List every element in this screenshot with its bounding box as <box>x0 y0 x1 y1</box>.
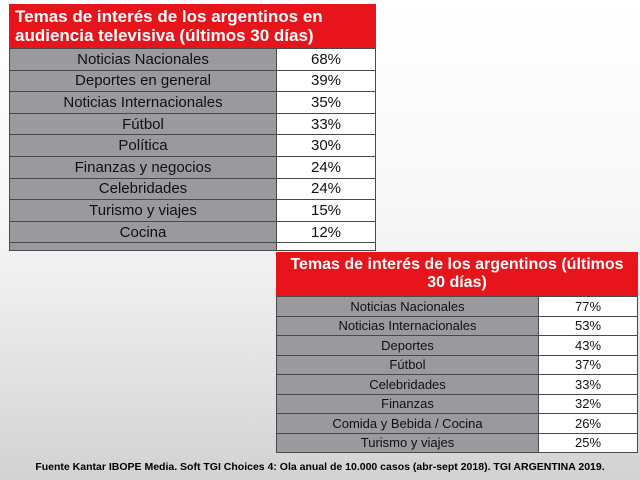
row-label: Noticias Internacionales <box>276 315 539 336</box>
row-value: 35% <box>276 91 376 114</box>
row-value: 24% <box>276 155 376 179</box>
table-row: Finanzas y negocios 24% <box>9 155 376 179</box>
row-label: Celebridades <box>9 177 277 201</box>
row-label: Finanzas <box>276 393 539 414</box>
table-row: Fútbol 37% <box>276 354 638 375</box>
table-row: Celebridades 24% <box>9 177 376 201</box>
row-label: Política <box>9 134 277 157</box>
row-label-empty <box>9 242 277 252</box>
table-row: Política 30% <box>9 134 376 157</box>
row-label: Fútbol <box>9 112 277 136</box>
source-footnote: Fuente Kantar IBOPE Media. Soft TGI Choi… <box>35 461 605 473</box>
row-value: 24% <box>276 177 376 201</box>
table-row: Comida y Bebida / Cocina 26% <box>276 413 638 434</box>
table-row: Turismo y viajes 25% <box>276 432 638 453</box>
table-row: Fútbol 33% <box>9 112 376 136</box>
table-row: Cocina 12% <box>9 220 376 244</box>
table-row: Noticias Internacionales 35% <box>9 91 376 114</box>
row-value: 43% <box>538 335 638 356</box>
row-value: 33% <box>276 112 376 136</box>
row-value: 25% <box>538 432 638 453</box>
row-label: Celebridades <box>276 374 539 395</box>
row-value-empty <box>276 242 376 252</box>
table-row: Noticias Nacionales 68% <box>9 48 376 71</box>
row-label: Noticias Nacionales <box>276 296 539 317</box>
table-row: Turismo y viajes 15% <box>9 199 376 222</box>
row-label: Cocina <box>9 220 277 244</box>
row-label: Noticias Internacionales <box>9 91 277 114</box>
row-label: Comida y Bebida / Cocina <box>276 413 539 434</box>
row-value: 53% <box>538 315 638 336</box>
row-label: Deportes <box>276 335 539 356</box>
table-row: Deportes en general 39% <box>9 69 376 93</box>
row-value: 77% <box>538 296 638 317</box>
table-row: Deportes 43% <box>276 335 638 356</box>
general-table-grid: Noticias Nacionales 77% Noticias Interna… <box>276 296 638 453</box>
general-table-title: Temas de interés de los argentinos (últi… <box>276 252 638 296</box>
table-row: Noticias Internacionales 53% <box>276 315 638 336</box>
tv-table-title: Temas de interés de los argentinos en au… <box>9 4 376 48</box>
table-row: Finanzas 32% <box>276 393 638 414</box>
row-label: Turismo y viajes <box>276 432 539 453</box>
tv-interest-table: Temas de interés de los argentinos en au… <box>9 4 376 252</box>
row-value: 33% <box>538 374 638 395</box>
row-value: 30% <box>276 134 376 157</box>
row-label: Turismo y viajes <box>9 199 277 222</box>
row-value: 37% <box>538 354 638 375</box>
table-row-spacer <box>9 242 376 252</box>
row-value: 68% <box>276 48 376 71</box>
row-value: 39% <box>276 69 376 93</box>
general-interest-table: Temas de interés de los argentinos (últi… <box>276 252 638 453</box>
table-row: Celebridades 33% <box>276 374 638 395</box>
row-value: 12% <box>276 220 376 244</box>
tv-table-grid: Noticias Nacionales 68% Deportes en gene… <box>9 48 376 252</box>
row-value: 32% <box>538 393 638 414</box>
row-label: Finanzas y negocios <box>9 155 277 179</box>
row-value: 26% <box>538 413 638 434</box>
table-row: Noticias Nacionales 77% <box>276 296 638 317</box>
row-value: 15% <box>276 199 376 222</box>
row-label: Deportes en general <box>9 69 277 93</box>
row-label: Noticias Nacionales <box>9 48 277 71</box>
row-label: Fútbol <box>276 354 539 375</box>
